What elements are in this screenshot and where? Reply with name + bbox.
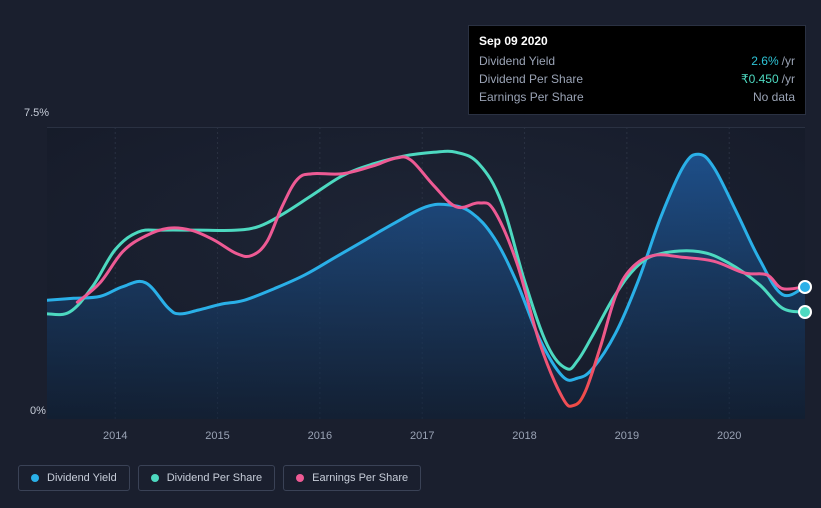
series-handle[interactable]: [798, 305, 812, 319]
legend-label: Earnings Per Share: [312, 472, 408, 484]
xaxis-tick: 2019: [615, 430, 639, 442]
chart-tooltip: Sep 09 2020 Dividend Yield2.6%/yrDividen…: [468, 25, 806, 115]
xaxis-tick: 2016: [308, 430, 332, 442]
legend-label: Dividend Per Share: [167, 472, 262, 484]
tooltip-row-value: No data: [753, 90, 795, 104]
tooltip-row: Dividend Yield 2.6%/yr: [479, 52, 795, 70]
chart-plot-area[interactable]: [47, 127, 805, 419]
legend-swatch: [31, 474, 39, 482]
legend-item[interactable]: Dividend Yield: [18, 465, 130, 491]
tooltip-row-value: 2.6%/yr: [751, 54, 795, 68]
chart-legend: Dividend Yield Dividend Per Share Earnings…: [18, 465, 421, 491]
legend-item[interactable]: Earnings Per Share: [283, 465, 421, 491]
dividend-chart-container: Sep 09 2020 Dividend Yield2.6%/yrDividen…: [0, 0, 821, 508]
legend-swatch: [296, 474, 304, 482]
yaxis-min-label: 0%: [30, 405, 46, 417]
xaxis-tick: 2014: [103, 430, 127, 442]
xaxis-tick: 2018: [512, 430, 536, 442]
tooltip-row: Dividend Per Share ₹0.450/yr: [479, 70, 795, 88]
legend-item[interactable]: Dividend Per Share: [138, 465, 275, 491]
tooltip-row-value: ₹0.450/yr: [741, 72, 795, 86]
legend-swatch: [151, 474, 159, 482]
tooltip-row-label: Dividend Per Share: [479, 72, 599, 86]
xaxis-tick: 2015: [205, 430, 229, 442]
legend-label: Dividend Yield: [47, 472, 117, 484]
tooltip-row-label: Earnings Per Share: [479, 90, 599, 104]
tooltip-row: Earnings Per Share No data: [479, 88, 795, 106]
yaxis-max-label: 7.5%: [24, 107, 49, 119]
xaxis-tick: 2017: [410, 430, 434, 442]
tooltip-date: Sep 09 2020: [479, 34, 795, 52]
xaxis-tick: 2020: [717, 430, 741, 442]
series-handle[interactable]: [798, 280, 812, 294]
tooltip-row-label: Dividend Yield: [479, 54, 599, 68]
